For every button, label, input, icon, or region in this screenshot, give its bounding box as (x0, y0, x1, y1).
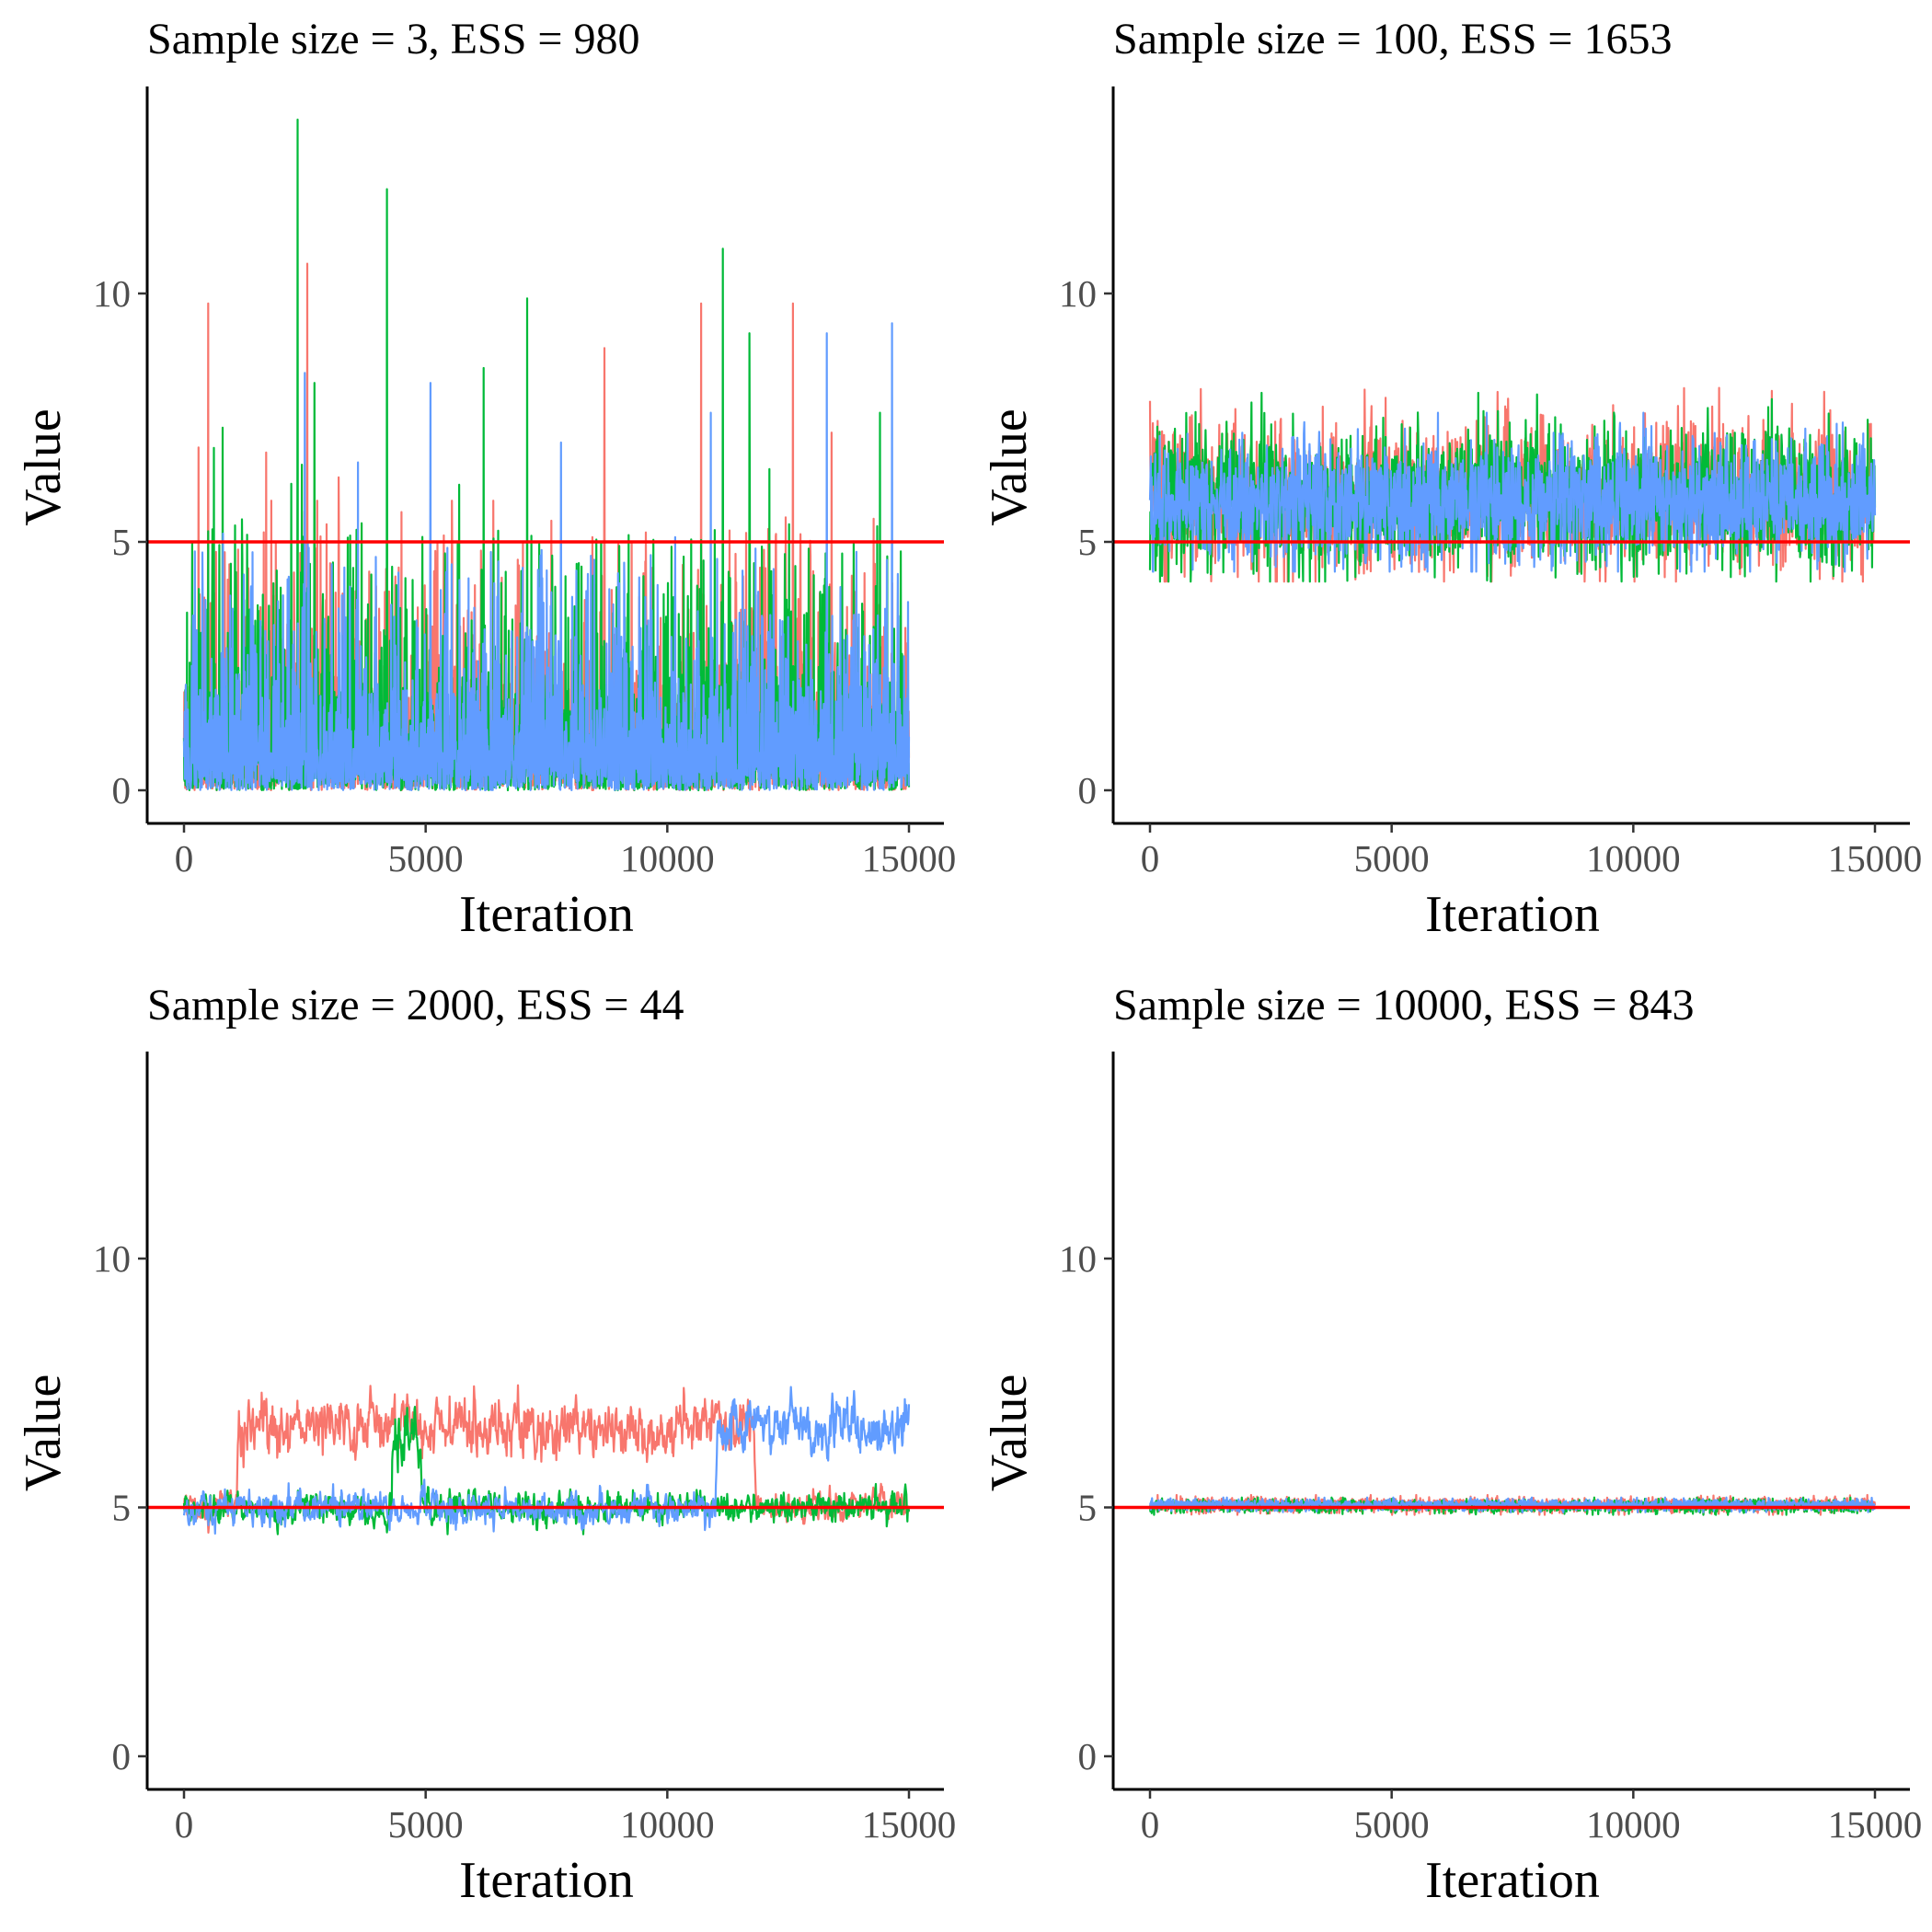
y-tick-label: 5 (112, 1487, 132, 1529)
x-tick-label: 15000 (862, 837, 957, 880)
x-tick-label: 15000 (862, 1803, 957, 1846)
x-tick-label: 0 (175, 1803, 194, 1846)
y-tick-label: 5 (1078, 1487, 1098, 1529)
panel-1: Sample size = 3, ESS = 980 0 5 10 0 5000 10000… (15, 15, 956, 943)
x-tick-label: 5000 (388, 1803, 464, 1846)
plot-area (1148, 1493, 1877, 1516)
panel-title: Sample size = 100, ESS = 1653 (1113, 15, 1672, 63)
x-tick-label: 15000 (1828, 1803, 1923, 1846)
panel-2: Sample size = 100, ESS = 1653 0 5 10 0 5000 10… (981, 15, 1922, 943)
y-tick-label: 0 (1078, 769, 1098, 811)
x-axis-title: Iteration (459, 886, 634, 943)
y-tick-label: 0 (112, 1735, 132, 1777)
series-line-chain-1 (182, 1384, 911, 1534)
x-tick-label: 10000 (620, 837, 715, 880)
y-tick-label: 5 (1078, 521, 1098, 563)
panel-title: Sample size = 2000, ESS = 44 (147, 981, 684, 1029)
plot-area (1148, 386, 1877, 583)
y-tick-label: 0 (112, 769, 132, 811)
x-axis-title: Iteration (1425, 1852, 1600, 1909)
x-tick-label: 0 (1141, 837, 1160, 880)
x-axis-title: Iteration (459, 1852, 634, 1909)
series-line-chain-3 (1148, 411, 1877, 573)
y-tick-label: 10 (1059, 272, 1097, 315)
y-axis-title: Value (981, 1374, 1038, 1492)
x-tick-label: 0 (1141, 1803, 1160, 1846)
y-tick-label: 0 (1078, 1735, 1098, 1777)
x-tick-label: 5000 (388, 837, 464, 880)
y-tick-label: 5 (112, 521, 132, 563)
plot-area (182, 118, 911, 792)
x-tick-label: 10000 (1586, 1803, 1681, 1846)
x-axis-title: Iteration (1425, 886, 1600, 943)
x-tick-label: 0 (175, 837, 194, 880)
y-axis-title: Value (15, 1374, 72, 1492)
y-axis-title: Value (981, 408, 1038, 526)
panel-3: Sample size = 2000, ESS = 44 0 5 10 0 5000 100… (15, 981, 956, 1909)
y-tick-label: 10 (93, 1237, 131, 1280)
y-axis-title: Value (15, 408, 72, 526)
y-tick-label: 10 (1059, 1237, 1097, 1280)
plot-area (182, 1384, 911, 1535)
panel-title: Sample size = 10000, ESS = 843 (1113, 981, 1694, 1029)
y-tick-label: 10 (93, 272, 131, 315)
x-tick-label: 10000 (1586, 837, 1681, 880)
series-line-chain-3 (182, 322, 911, 792)
x-tick-label: 5000 (1354, 1803, 1430, 1846)
x-tick-label: 10000 (620, 1803, 715, 1846)
series-line-chain-3 (182, 1386, 911, 1535)
panel-title: Sample size = 3, ESS = 980 (147, 15, 639, 63)
panel-4: Sample size = 10000, ESS = 843 0 5 10 0 5000 1… (981, 981, 1922, 1909)
x-tick-label: 5000 (1354, 837, 1430, 880)
x-tick-label: 15000 (1828, 837, 1923, 880)
